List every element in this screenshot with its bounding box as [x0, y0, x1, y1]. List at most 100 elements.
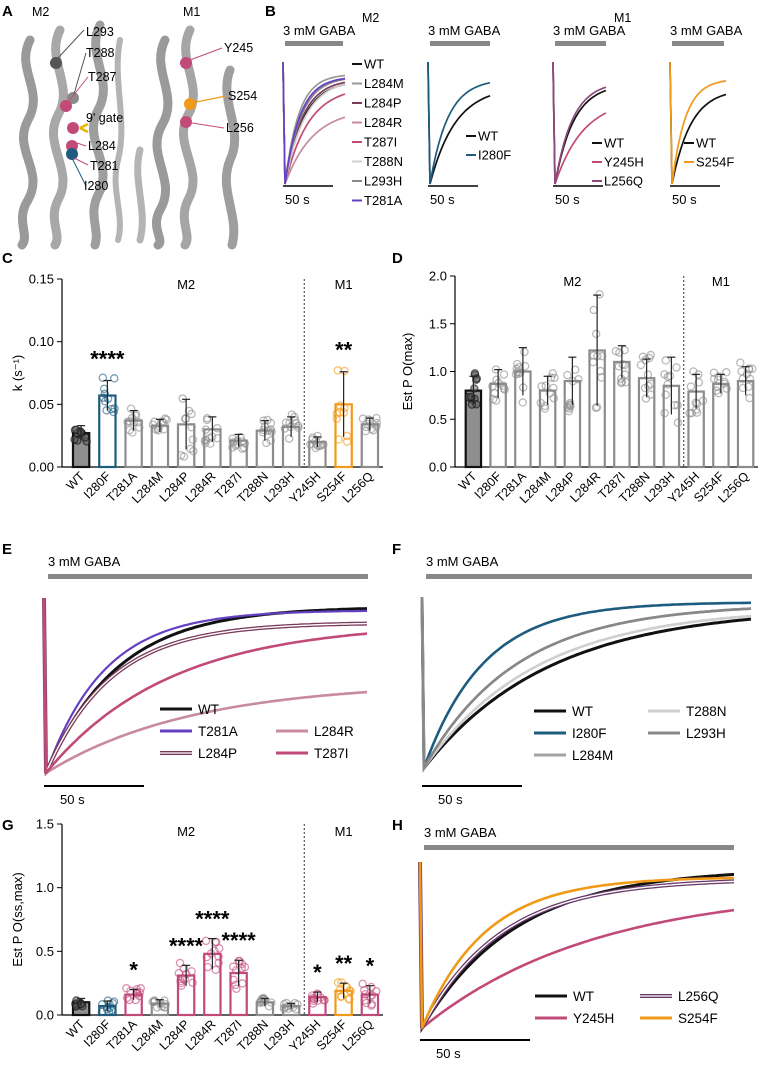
b-trace-l256q [552, 61, 607, 185]
legend-label-l284p: L284P [198, 746, 237, 761]
trace-inner-l284p [43, 597, 367, 774]
panel-letter-a: A [2, 3, 13, 20]
point-l293h [294, 423, 303, 433]
point-s254f [712, 386, 721, 395]
significance-t287i: **** [222, 928, 257, 953]
b-scale-label-2: 50 s [555, 192, 580, 207]
b-legend-label-l256q: L256Q [604, 174, 643, 189]
group-label-m1: M1 [335, 824, 353, 839]
point-s254f [722, 384, 731, 393]
point-t288n [641, 394, 651, 403]
trace-i280f [420, 596, 751, 769]
point-t287i [231, 441, 241, 451]
point-l293h [673, 400, 682, 410]
significance-l256q: * [366, 954, 375, 979]
point-l284p [188, 978, 197, 987]
b-legend-label-l284r: L284R [364, 115, 402, 130]
point-i280f [97, 1007, 107, 1017]
point-y245h [694, 378, 704, 387]
point-t287i [620, 360, 629, 370]
point-l284p [563, 370, 572, 380]
point-y245h [308, 433, 317, 442]
point-s254f [333, 978, 343, 987]
point-s254f [336, 992, 346, 1002]
point-l284p [176, 451, 186, 460]
x-tick-label-l284r: L284R [183, 469, 219, 505]
b-legend-label-l284m: L284M [364, 76, 404, 91]
point-t288n [267, 427, 276, 436]
point-l284p [176, 978, 186, 988]
point-l256q [738, 374, 748, 384]
point-l256q [372, 987, 381, 996]
y-axis-label: Est P O(max) [400, 333, 415, 411]
point-l256q [742, 369, 752, 379]
point-wt [470, 384, 479, 393]
gaba-label: 3 mM GABA [48, 554, 121, 569]
b-trace-t281a [282, 61, 346, 185]
legend-label-l284r: L284R [314, 724, 354, 739]
point-s254f [333, 366, 343, 375]
point-l284r [201, 425, 211, 434]
point-s254f [334, 435, 343, 444]
panel-e-traces: 3 mM GABA 50 s WT T281A L284P L284R T287I [42, 554, 368, 807]
b-scale-label-1: 50 s [430, 192, 455, 207]
point-t288n [643, 370, 653, 379]
b-trace-t288n [282, 61, 346, 185]
b-legend-label-t288n: T288N [364, 154, 403, 169]
point-t281a [125, 995, 134, 1005]
y-tick-label: 1.0 [429, 364, 447, 379]
point-l284m [549, 383, 558, 393]
point-l284m [549, 393, 559, 403]
legend-label-l284m: L284M [572, 748, 613, 763]
point-l293h [281, 418, 291, 428]
point-l256q [361, 989, 370, 999]
trace-l293h [420, 596, 752, 773]
point-l284m [536, 398, 546, 408]
point-t287i [239, 443, 249, 452]
panel-b-m1-title: M1 [614, 11, 631, 25]
y-tick-label: 0.0 [36, 1008, 54, 1023]
point-l284r [200, 436, 210, 445]
point-l284m [161, 999, 171, 1009]
point-i280f [110, 374, 119, 383]
structure-m2 [17, 20, 125, 250]
gaba-bar [426, 574, 752, 579]
b-trace-wt [669, 61, 727, 185]
b-legend-label-l293h: L293H [364, 174, 402, 189]
point-t288n [262, 438, 271, 448]
point-t281a [123, 417, 132, 427]
y-tick-label: 0.00 [29, 460, 54, 475]
point-t288n [259, 425, 268, 435]
y-axis-label: Est P O(ss,max) [10, 872, 25, 966]
point-t287i [620, 345, 629, 355]
point-t287i [232, 984, 241, 993]
b-trace-wt [552, 61, 607, 185]
point-wt [467, 400, 477, 409]
legend-label-y245h: Y245H [573, 1011, 614, 1026]
b-trace-l284r [282, 61, 346, 185]
gaba-label-b1: 3 mM GABA [428, 23, 501, 38]
point-l284m [537, 382, 546, 391]
b-legend-label-l284p: L284P [364, 96, 402, 111]
point-t281a [515, 368, 525, 377]
panel-a-m1-title: M1 [183, 5, 200, 19]
point-l284r [597, 351, 607, 361]
panel-letter-g: G [2, 817, 14, 834]
legend-label-t287i: T287I [314, 746, 349, 761]
gaba-label: 3 mM GABA [426, 554, 499, 569]
label-i280: I280 [84, 179, 108, 193]
legend-label-t288n: T288N [686, 704, 727, 719]
scale-label: 50 s [436, 1046, 461, 1061]
point-l256q [736, 358, 745, 368]
legend-label-l293h: L293H [686, 726, 726, 741]
legend-label-l256q: L256Q [678, 989, 719, 1004]
group-label-m1: M1 [712, 274, 730, 289]
b-trace-s254f [669, 61, 727, 185]
point-s254f [344, 994, 354, 1003]
panel-letter-h: H [392, 817, 403, 834]
point-s254f [722, 368, 731, 377]
point-t288n [636, 360, 646, 370]
point-l284p [187, 409, 196, 419]
label-l293: L293 [86, 25, 114, 39]
